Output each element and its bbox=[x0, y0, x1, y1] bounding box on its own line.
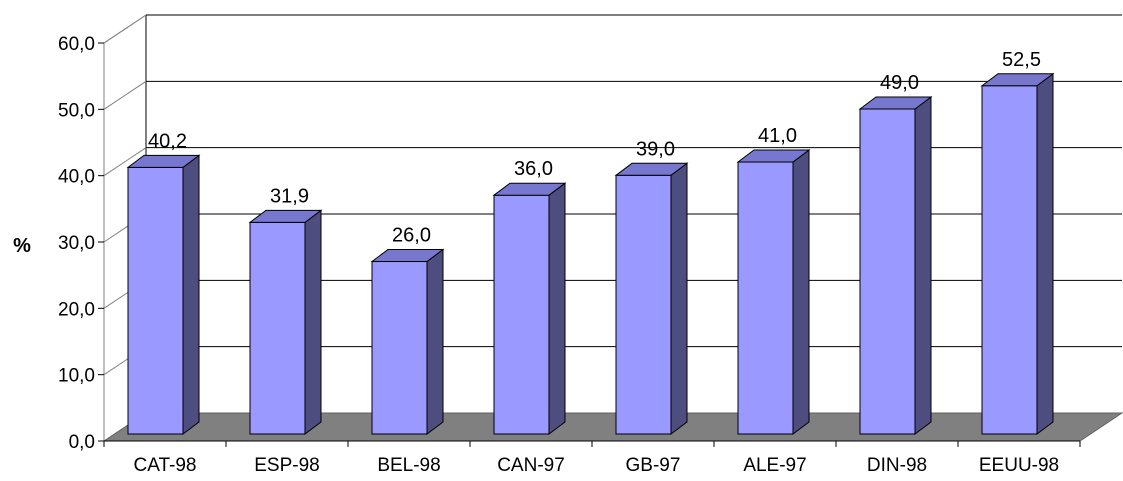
bar-front-face bbox=[737, 161, 794, 435]
bar-front-face bbox=[371, 261, 428, 435]
bar bbox=[248, 209, 323, 435]
bar-side-face bbox=[1036, 72, 1054, 435]
bar-side-face bbox=[426, 248, 444, 435]
data-label: 36,0 bbox=[514, 158, 553, 180]
bar-front-face bbox=[859, 108, 916, 435]
x-category-label: ESP-98 bbox=[254, 455, 319, 476]
bar bbox=[736, 149, 811, 435]
x-category-label: CAN-97 bbox=[497, 455, 565, 476]
x-category-label: BEL-98 bbox=[377, 455, 440, 476]
data-label: 31,9 bbox=[270, 185, 309, 207]
bar bbox=[614, 162, 689, 435]
bar-top-face bbox=[980, 73, 1055, 87]
bar-top-face bbox=[248, 209, 323, 223]
data-label: 39,0 bbox=[636, 138, 675, 160]
bar-top-face bbox=[370, 249, 445, 263]
bar bbox=[126, 154, 201, 435]
bar-front-face bbox=[249, 221, 306, 435]
bar-side-face bbox=[182, 154, 200, 435]
bar-side-face bbox=[792, 149, 810, 435]
bar-top-face bbox=[736, 149, 811, 163]
bar-top-face bbox=[614, 162, 689, 176]
x-category-label: GB-97 bbox=[626, 455, 681, 476]
data-labels: 40,2 31,9 26,0 36,0 39,0 41,0 49,0 52,5 bbox=[148, 49, 1041, 247]
y-tick-label: 50,0 bbox=[58, 100, 95, 121]
data-label: 52,5 bbox=[1002, 49, 1041, 71]
bar bbox=[492, 182, 567, 435]
data-label: 41,0 bbox=[758, 125, 797, 147]
y-tick-label: 60,0 bbox=[58, 34, 95, 55]
gridline-left-wall bbox=[103, 14, 147, 44]
bar-front-face bbox=[493, 194, 550, 435]
x-category-label: CAT-98 bbox=[133, 455, 196, 476]
data-label: 40,2 bbox=[148, 130, 187, 152]
bar bbox=[370, 248, 445, 435]
bars bbox=[126, 72, 1055, 435]
x-category-label: DIN-98 bbox=[867, 455, 927, 476]
bar-side-face bbox=[548, 182, 566, 435]
bar-top-face bbox=[492, 182, 567, 196]
y-tick-label: 0,0 bbox=[69, 432, 95, 453]
bar-front-face bbox=[615, 174, 672, 435]
y-axis-label: % bbox=[13, 235, 31, 257]
bar-front-face bbox=[981, 85, 1038, 435]
bar-side-face bbox=[670, 162, 688, 435]
y-tick-label: 10,0 bbox=[58, 366, 95, 387]
bar-front-face bbox=[127, 166, 184, 435]
bar-top-face bbox=[126, 154, 201, 168]
gridline-left-wall bbox=[103, 147, 147, 177]
data-label: 26,0 bbox=[392, 225, 431, 247]
gridline-left-wall bbox=[103, 80, 147, 110]
x-category-label: EEUU-98 bbox=[979, 455, 1059, 476]
x-category-label: ALE-97 bbox=[743, 455, 806, 476]
y-tick-label: 20,0 bbox=[58, 299, 95, 320]
bar-top-face bbox=[858, 96, 933, 110]
x-axis-categories: CAT-98 ESP-98 BEL-98 CAN-97 GB-97 ALE-97 DIN-9… bbox=[103, 440, 1081, 476]
y-tick-label: 30,0 bbox=[58, 233, 95, 254]
bar-side-face bbox=[304, 209, 322, 435]
bar-side-face bbox=[914, 95, 932, 435]
y-axis-ticks: 0,0 10,0 20,0 30,0 40,0 50,0 60,0 bbox=[58, 34, 104, 453]
bar bbox=[980, 72, 1055, 435]
y-tick-label: 40,0 bbox=[58, 167, 95, 188]
data-label: 49,0 bbox=[880, 72, 919, 94]
bar bbox=[858, 95, 933, 435]
